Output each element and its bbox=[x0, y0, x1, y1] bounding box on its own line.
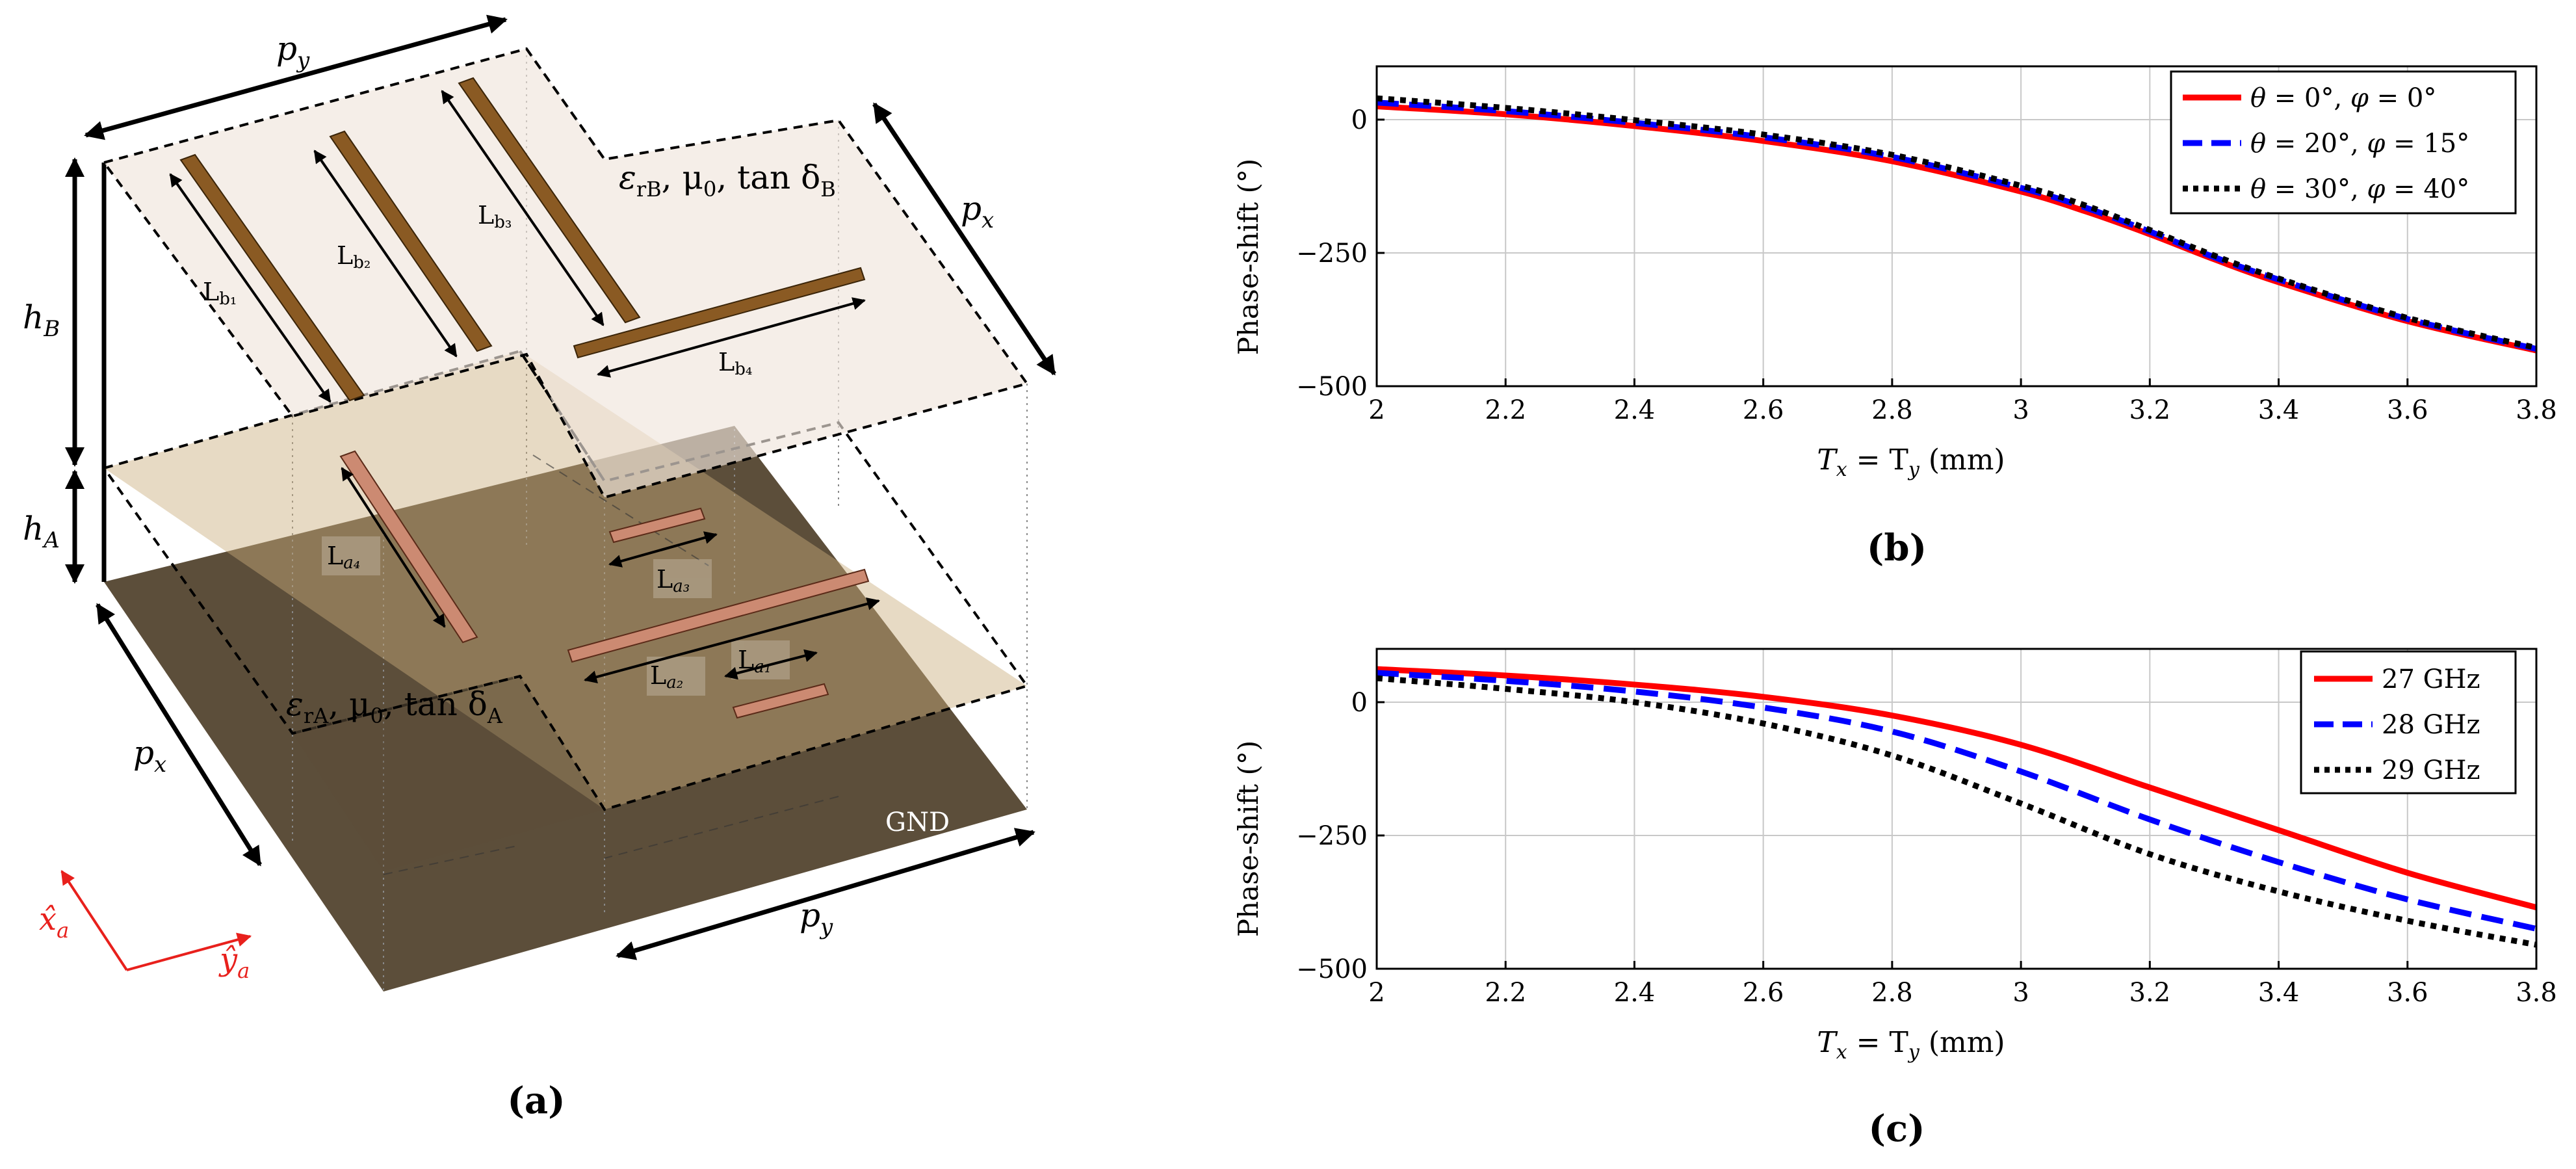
material-a-label: εrA, μ0, tan δA bbox=[286, 685, 503, 728]
label-hb: hB bbox=[23, 298, 60, 342]
c-xtick-label: 3.6 bbox=[2387, 978, 2428, 1008]
b-xtick-label: 2.2 bbox=[1485, 395, 1526, 425]
c-legend-entry-3: 29 GHz bbox=[2382, 755, 2480, 785]
label-la2: La₂ bbox=[650, 661, 683, 692]
c-xtick-label: 3.4 bbox=[2258, 978, 2300, 1008]
panel-a-unit-cell-diagram: py px hB hA px py Lb₁ Lb₂ Lb₃ Lb₄ La₄ La… bbox=[23, 14, 1056, 1122]
b-xtick-label: 2.4 bbox=[1614, 395, 1656, 425]
c-ytick-label: −250 bbox=[1296, 821, 1368, 851]
b-ylabel: Phase-shift (°) bbox=[1232, 159, 1264, 356]
c-legend: 27 GHz 28 GHz 29 GHz bbox=[2300, 650, 2517, 795]
b-legend-entry-3: θ = 30°, φ = 40° bbox=[2250, 174, 2469, 204]
strip-a1 bbox=[732, 683, 829, 719]
label-px-right: px bbox=[961, 190, 994, 233]
axis-x-label: x̂a bbox=[39, 901, 69, 943]
label-lb4: Lb₄ bbox=[718, 348, 752, 379]
label-lb1: Lb₁ bbox=[203, 278, 237, 309]
label-la4: La₄ bbox=[327, 542, 360, 573]
caption-c: (c) bbox=[1868, 1107, 1925, 1150]
caption-b: (b) bbox=[1867, 527, 1927, 570]
c-xtick-label: 2 bbox=[1368, 978, 1385, 1008]
label-la3: La₃ bbox=[657, 565, 690, 596]
c-series-2 bbox=[1376, 670, 2537, 932]
panel-b-chart: 2 2.2 2.4 2.6 2.8 3 3.2 3.4 3.6 3.8 0 −250 −500 Phas… bbox=[1232, 65, 2557, 570]
axis-y-label: ŷa bbox=[218, 941, 250, 983]
c-xlabel: Tx = Ty (mm) bbox=[1817, 1026, 2005, 1064]
material-b-label: εrB, μ0, tan δB bbox=[619, 159, 836, 202]
panel-c-chart: 2 2.2 2.4 2.6 2.8 3 3.2 3.4 3.6 3.8 0 −250 −500 Phas… bbox=[1232, 648, 2557, 1150]
c-legend-entry-2: 28 GHz bbox=[2382, 710, 2480, 740]
b-ytick-label: −500 bbox=[1296, 372, 1368, 402]
b-legend-entry-2: θ = 20°, φ = 15° bbox=[2250, 129, 2469, 159]
b-xtick-label: 3.2 bbox=[2129, 395, 2171, 425]
b-xtick-label: 3.6 bbox=[2387, 395, 2428, 425]
c-axes-frame bbox=[1375, 648, 2538, 970]
label-lb2: Lb₂ bbox=[337, 241, 371, 272]
substrate-layer-a-front bbox=[293, 676, 605, 871]
b-xtick-label: 2 bbox=[1368, 395, 1385, 425]
b-xtick-label: 3.4 bbox=[2258, 395, 2300, 425]
b-axes-frame bbox=[1375, 65, 2538, 387]
b-legend: θ = 0°, φ = 0° θ = 20°, φ = 15° θ = 30°,… bbox=[2170, 70, 2517, 215]
label-ha: hA bbox=[23, 510, 60, 553]
b-ytick-label: −250 bbox=[1296, 239, 1368, 269]
label-lb3: Lb₃ bbox=[478, 201, 512, 232]
b-xlabel: Tx = Ty (mm) bbox=[1817, 443, 2005, 481]
b-legend-entry-1: θ = 0°, φ = 0° bbox=[2250, 83, 2436, 113]
c-ylabel: Phase-shift (°) bbox=[1232, 741, 1264, 938]
label-py-bottom: py bbox=[800, 897, 833, 940]
b-series-3 bbox=[1376, 95, 2538, 351]
label-py-top: py bbox=[276, 30, 310, 73]
b-xtick-label: 2.6 bbox=[1743, 395, 1784, 425]
c-xtick-label: 2.8 bbox=[1871, 978, 1913, 1008]
gnd-label: GND bbox=[885, 808, 950, 837]
caption-a: (a) bbox=[507, 1079, 565, 1122]
c-series-1 bbox=[1376, 666, 2538, 911]
c-ytick-label: 0 bbox=[1351, 688, 1368, 718]
b-xtick-label: 3.8 bbox=[2516, 395, 2557, 425]
b-ytick-label: 0 bbox=[1351, 105, 1368, 135]
label-px-left: px bbox=[133, 734, 166, 778]
label-la1: La₁ bbox=[738, 646, 771, 677]
c-ytick-label: −500 bbox=[1296, 954, 1368, 984]
coordinate-axes bbox=[60, 870, 252, 971]
c-legend-entry-1: 27 GHz bbox=[2382, 664, 2480, 694]
c-xtick-label: 3 bbox=[2012, 978, 2029, 1008]
c-xtick-label: 2.2 bbox=[1485, 978, 1526, 1008]
b-xtick-label: 2.8 bbox=[1871, 395, 1913, 425]
b-xtick-label: 3 bbox=[2012, 395, 2029, 425]
c-xtick-label: 2.6 bbox=[1743, 978, 1784, 1008]
c-xtick-label: 2.4 bbox=[1614, 978, 1656, 1008]
c-series-3 bbox=[1376, 675, 2537, 948]
c-xtick-label: 3.8 bbox=[2516, 978, 2557, 1008]
c-xtick-label: 3.2 bbox=[2129, 978, 2171, 1008]
